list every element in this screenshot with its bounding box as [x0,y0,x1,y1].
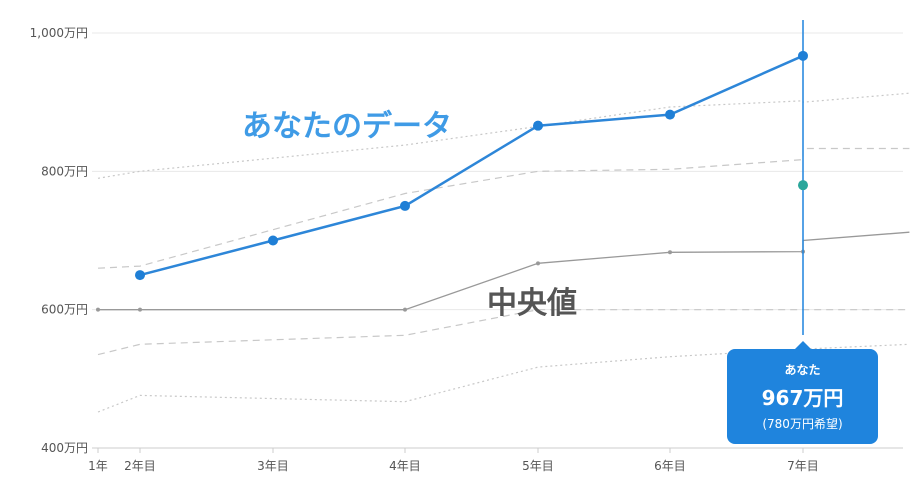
median-annotation: 中央値 [487,286,577,321]
x-tick-label: 2年目 [124,459,156,473]
percentile-band-line [97,343,910,413]
your-data-series[interactable] [135,50,808,281]
tooltip-desired-value: (780万円希望) [762,417,843,431]
your-data-point [400,200,410,211]
y-tick-label: 600万円 [41,303,88,317]
x-tick-label: 1年 [88,459,108,473]
y-axis-ticks: 400万円 600万円 800万円 1,000万円 [30,26,88,455]
x-tick-label: 5年目 [522,459,554,473]
your-data-point [533,120,543,131]
x-tick-label: 3年目 [257,459,289,473]
your-data-point [268,235,278,246]
percentile-band-line [97,147,910,269]
your-data-annotation: あなたのデータ [242,109,452,144]
y-tick-label: 400万円 [41,441,88,455]
y-tick-label: 800万円 [41,164,88,178]
your-data-point [798,50,808,61]
tooltip-value: 967万円 [761,386,844,410]
value-tooltip: あなた 967万円 (780万円希望) [727,341,878,444]
median-point [403,307,407,312]
tooltip-label: あなた [784,363,821,377]
your-data-point [135,270,145,281]
y-tick-label: 1,000万円 [30,26,88,40]
desired-salary-point [798,180,808,191]
hover-cursor [798,20,808,335]
x-axis: 1年 2年目 3年目 4年目 5年目 6年目 7年目 [88,447,903,473]
median-point [668,250,672,255]
your-data-line [139,54,804,277]
x-tick-label: 4年目 [389,459,421,473]
your-data-point [665,109,675,120]
median-point [138,307,142,312]
median-point [96,307,100,312]
x-tick-label: 6年目 [654,459,686,473]
x-tick-label: 7年目 [787,459,819,473]
median-point [536,261,540,266]
percentile-band-line [97,92,910,179]
